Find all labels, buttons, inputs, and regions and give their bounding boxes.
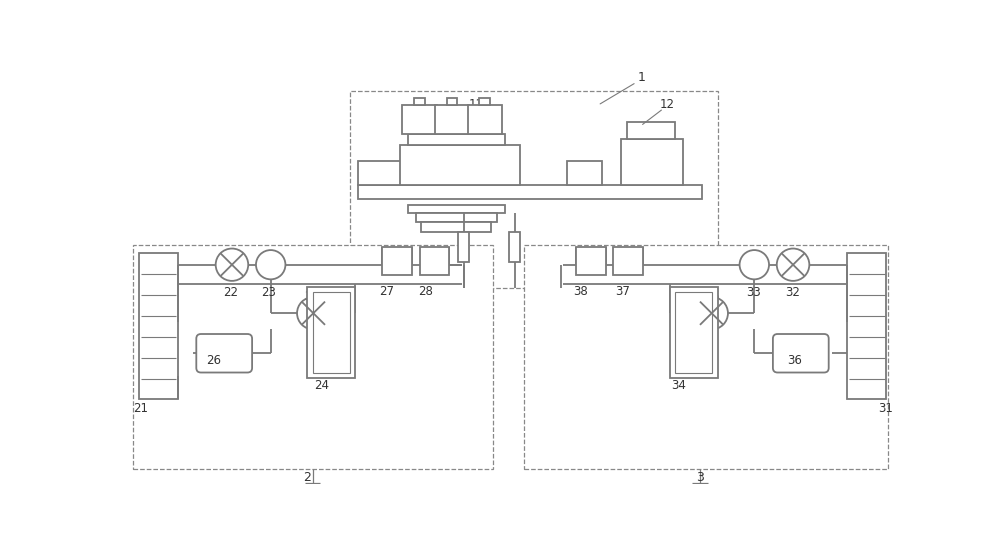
Bar [350,91,718,288]
Text: 34: 34 [671,379,686,392]
Bar [382,247,412,275]
Text: 31: 31 [878,402,893,415]
Bar [670,287,718,378]
Bar [358,186,702,199]
Text: 36: 36 [788,354,802,367]
FancyBboxPatch shape [196,334,252,373]
Bar [358,161,416,186]
Text: 21: 21 [133,402,148,415]
Circle shape [777,249,809,281]
Bar [509,232,520,262]
Bar [576,247,606,275]
FancyBboxPatch shape [773,334,829,373]
Text: 25: 25 [304,290,319,303]
Text: 1: 1 [638,71,646,84]
Bar [408,206,505,213]
Bar [567,161,602,186]
Bar [458,232,469,262]
Circle shape [216,249,248,281]
Text: 28: 28 [418,285,433,298]
Text: 33: 33 [747,286,761,299]
Bar [447,98,457,104]
Text: 23: 23 [261,286,276,299]
Bar [524,245,888,469]
Text: 12: 12 [660,98,675,112]
Bar [414,98,425,104]
Bar [420,247,449,275]
Circle shape [297,297,330,329]
Bar [313,293,350,373]
Text: 38: 38 [573,285,588,298]
Circle shape [695,297,728,329]
Bar [847,253,886,399]
Bar [613,247,643,275]
Text: 27: 27 [379,285,394,298]
Text: 22: 22 [223,286,238,299]
Text: 32: 32 [785,286,800,299]
Text: 3: 3 [696,471,704,484]
Bar [675,293,712,373]
Text: 37: 37 [615,285,630,298]
Circle shape [256,250,285,279]
Bar [479,98,490,104]
Text: 35: 35 [705,290,719,303]
Bar [402,104,437,134]
Bar [621,139,683,186]
Bar [416,213,497,222]
Text: 2: 2 [303,471,311,484]
Bar [139,253,178,399]
Text: 11: 11 [469,98,484,112]
Text: 26: 26 [206,354,221,367]
Bar [435,104,469,134]
Bar [627,122,675,139]
Bar [133,245,493,469]
Bar [468,104,502,134]
Circle shape [740,250,769,279]
Text: 24: 24 [314,379,329,392]
Bar [408,134,505,145]
Bar [400,145,520,186]
Bar [421,222,491,232]
Bar [307,287,355,378]
